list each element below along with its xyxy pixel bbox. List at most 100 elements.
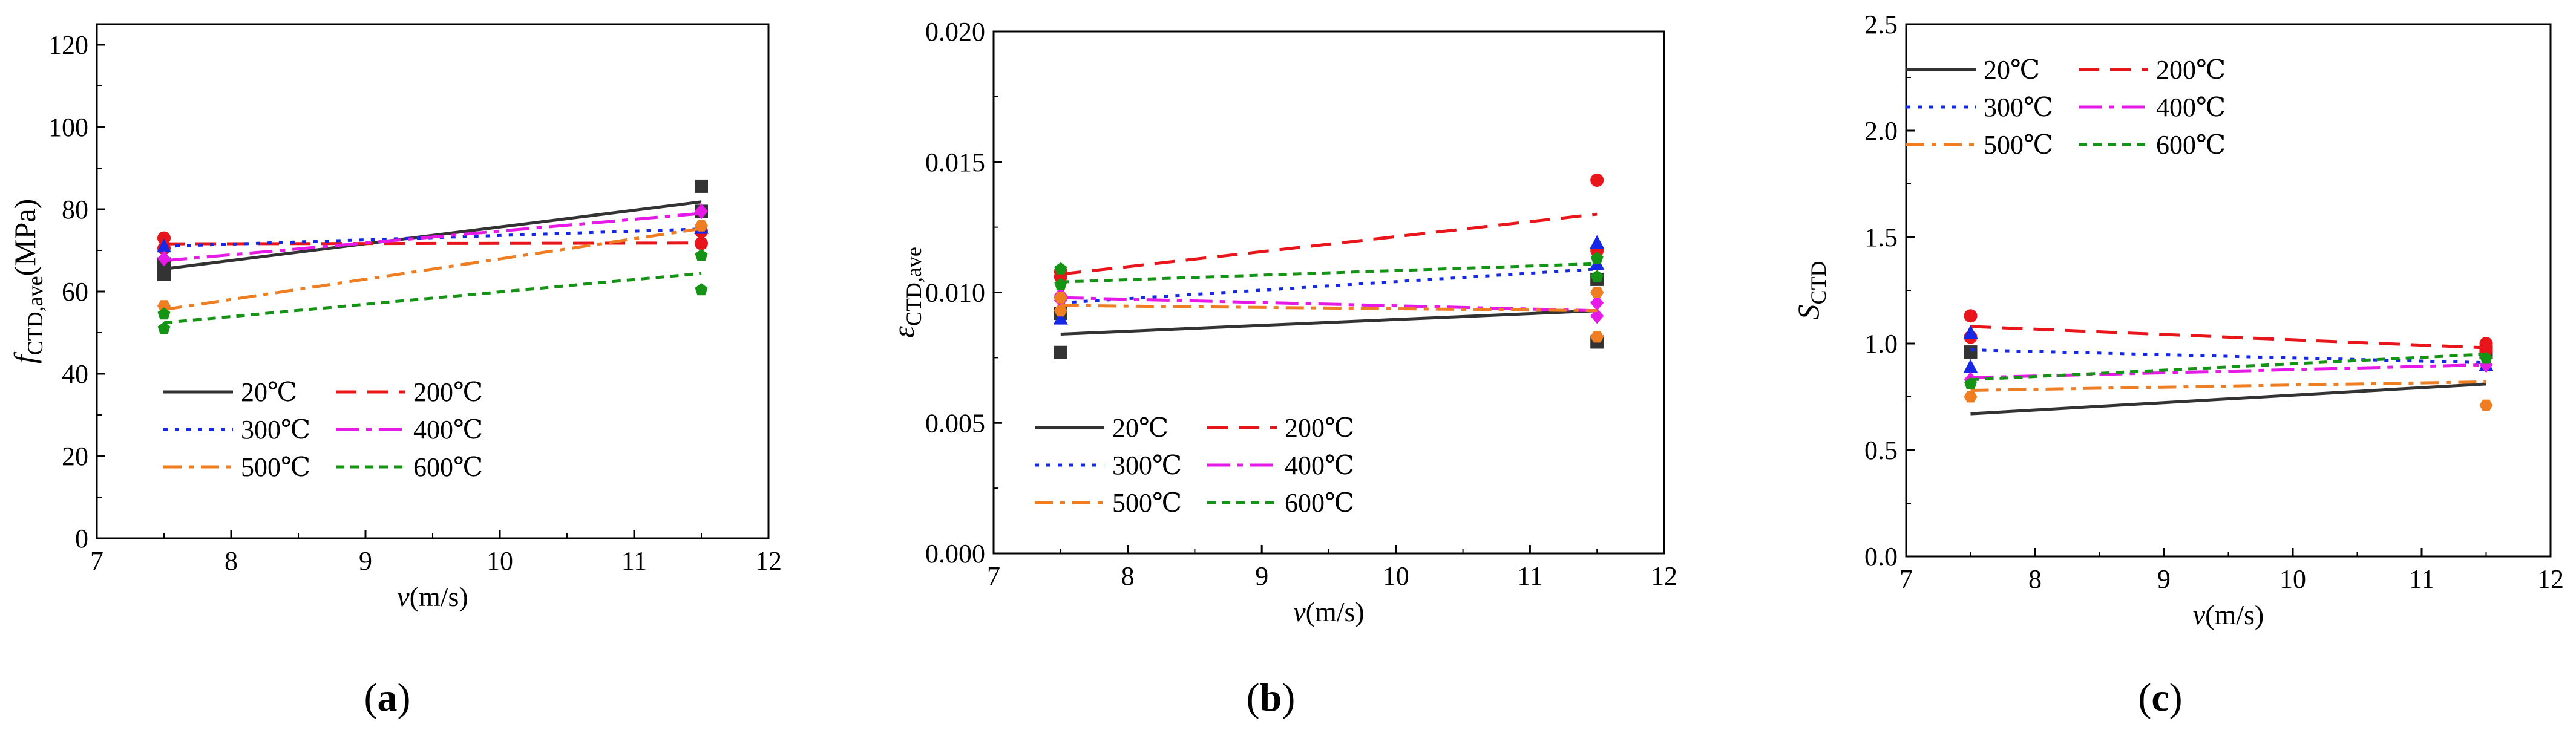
y-tick-label: 2.0	[1864, 116, 1898, 146]
data-point	[2480, 351, 2492, 364]
x-tick-label: 8	[2028, 564, 2042, 594]
panel-label-open: (	[2138, 676, 2151, 720]
x-axis-label-unit: (m/s)	[410, 581, 468, 612]
legend-label-6: 600℃	[2156, 130, 2226, 160]
panel-label-letter: c	[2151, 676, 2169, 720]
series-line-6	[1060, 262, 1598, 284]
x-tick-label: 9	[2157, 564, 2171, 594]
legend-label-1: 20℃	[1984, 55, 2040, 85]
x-tick-label: 10	[2279, 564, 2306, 594]
panel-label: (a)	[364, 676, 411, 720]
data-point	[157, 238, 171, 253]
data-point	[1963, 325, 1978, 339]
series-line-3	[1970, 348, 2486, 365]
x-axis-label: v(m/s)	[2193, 599, 2264, 630]
data-point	[1054, 345, 1067, 359]
legend-label-3: 300℃	[241, 415, 310, 445]
data-point	[157, 322, 171, 334]
x-tick-label: 7	[1899, 564, 1913, 594]
data-point	[1964, 309, 1978, 323]
data-point	[695, 249, 708, 261]
x-tick-label: 9	[1255, 561, 1268, 591]
y-tick-label: 1.0	[1864, 329, 1898, 359]
y-tick-label: 0.020	[925, 17, 985, 47]
y-tick-label: 2.5	[1864, 10, 1898, 39]
legend-label-2: 200℃	[1285, 413, 1354, 443]
x-axis-label-unit: (m/s)	[2205, 599, 2264, 630]
data-point	[1963, 359, 1978, 373]
chart-panel-3: 7 8 9 10 11 12 0.0 0.5 1.0 1.5 2.0 2.5 v(m/s) SCTD 20℃…	[1791, 10, 2564, 720]
panel-label-open: (	[1247, 676, 1260, 720]
x-axis-label-var: v	[2193, 599, 2206, 630]
series-line-1	[1060, 309, 1598, 336]
panel-label-close: )	[1282, 676, 1295, 720]
legend-label-6: 600℃	[413, 452, 483, 482]
y-tick-label: 60	[62, 277, 88, 307]
y-tick-label: 0.000	[925, 539, 985, 569]
data-point	[1054, 262, 1067, 275]
legend-label-2: 200℃	[413, 377, 483, 407]
data-point	[1054, 278, 1067, 290]
y-axis-label-unit: (MPa)	[8, 199, 42, 276]
x-axis-label: v(m/s)	[1293, 596, 1365, 627]
data-point	[157, 307, 171, 320]
x-tick-label: 11	[621, 546, 647, 576]
data-point	[1964, 377, 1977, 389]
y-tick-label: 0.5	[1864, 435, 1898, 465]
y-tick-label: 100	[48, 112, 88, 142]
data-point	[157, 267, 171, 281]
data-point	[1590, 331, 1604, 343]
data-point	[695, 236, 708, 250]
x-tick-label: 10	[487, 546, 513, 576]
series-line-5	[1060, 304, 1598, 313]
series-line-4	[163, 212, 702, 262]
data-point	[695, 283, 708, 296]
y-tick-label: 0.005	[925, 408, 985, 438]
legend-label-4: 400℃	[2156, 93, 2226, 122]
y-tick-label: 0.0	[1864, 542, 1898, 572]
data-point	[1053, 310, 1068, 325]
data-point	[695, 220, 708, 232]
data-point	[1964, 391, 1978, 403]
panel-label-letter: b	[1260, 676, 1282, 720]
data-point	[157, 231, 171, 245]
data-point	[157, 250, 171, 267]
y-axis-label-main: ε	[887, 326, 920, 338]
data-point	[1590, 252, 1604, 264]
legend-label-6: 600℃	[1285, 488, 1354, 518]
x-axis-label-unit: (m/s)	[1306, 596, 1365, 627]
series-line-4	[1970, 363, 2486, 379]
x-tick-label: 10	[1383, 561, 1409, 591]
x-tick-label: 8	[224, 546, 238, 576]
series-line-4	[1060, 296, 1598, 313]
data-point	[1590, 295, 1604, 311]
y-tick-label: 120	[48, 30, 88, 60]
panel-label-close: )	[398, 676, 411, 720]
y-tick-label: 0	[75, 524, 88, 553]
y-axis-label: εCTD,ave	[887, 247, 926, 338]
legend: 20℃ 200℃ 300℃ 400℃ 500℃ 600℃	[163, 377, 483, 482]
series-line-1	[1970, 382, 2486, 416]
data-point	[1054, 305, 1067, 317]
x-tick-label: 8	[1121, 561, 1135, 591]
legend-label-4: 400℃	[413, 415, 483, 445]
data-point	[2479, 399, 2493, 411]
y-tick-label: 80	[62, 195, 88, 224]
legend-label-2: 200℃	[2156, 55, 2226, 85]
x-tick-label: 7	[90, 546, 103, 576]
y-axis-label-sub: CTD	[1806, 261, 1830, 305]
panel-label-close: )	[2169, 676, 2183, 720]
y-tick-label: 40	[62, 359, 88, 389]
panel-label: (c)	[2138, 676, 2182, 720]
panel-label-letter: a	[378, 676, 398, 720]
data-point	[695, 203, 708, 220]
y-axis-label-sub: CTD,ave	[23, 276, 47, 355]
legend-label-3: 300℃	[1984, 93, 2053, 122]
data-point	[1590, 173, 1604, 187]
legend: 20℃ 200℃ 300℃ 400℃ 500℃ 600℃	[1906, 55, 2226, 160]
data-point	[1590, 235, 1605, 249]
x-axis-label: v(m/s)	[397, 581, 468, 612]
legend-label-3: 300℃	[1112, 451, 1182, 480]
x-tick-label: 12	[1651, 561, 1677, 591]
